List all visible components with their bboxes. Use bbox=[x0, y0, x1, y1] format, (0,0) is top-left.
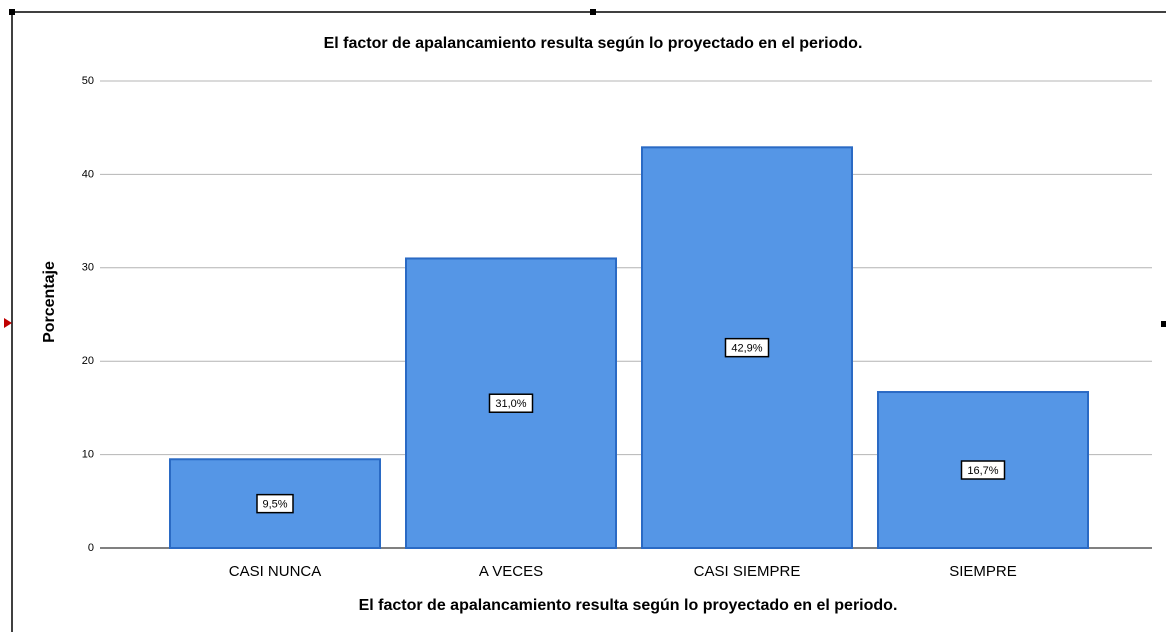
x-axis-title: El factor de apalancamiento resulta segú… bbox=[359, 597, 898, 614]
frame-handle bbox=[1161, 321, 1166, 327]
value-label-box bbox=[256, 493, 294, 514]
value-label: 9,5% bbox=[262, 499, 287, 511]
y-tick-label: 10 bbox=[82, 449, 94, 461]
value-label: 42,9% bbox=[731, 343, 762, 355]
chart-title: El factor de apalancamiento resulta segú… bbox=[324, 35, 863, 52]
y-tick-label: 40 bbox=[82, 168, 94, 180]
x-tick-label: CASI NUNCA bbox=[229, 563, 322, 580]
value-label-box bbox=[724, 337, 770, 358]
x-tick-label: A VECES bbox=[479, 563, 543, 580]
value-label-box bbox=[488, 393, 534, 413]
frame-handle bbox=[590, 9, 596, 15]
value-label: 16,7% bbox=[967, 465, 998, 477]
value-label-box bbox=[960, 460, 1006, 480]
y-axis-title: Porcentaje bbox=[41, 261, 58, 343]
frame-marker bbox=[4, 318, 12, 328]
x-tick-label: CASI SIEMPRE bbox=[694, 563, 801, 580]
y-tick-label: 20 bbox=[82, 355, 94, 367]
y-tick-label: 30 bbox=[82, 262, 94, 274]
x-tick-label: SIEMPRE bbox=[949, 563, 1017, 580]
value-label: 31,0% bbox=[495, 398, 526, 410]
y-tick-label: 0 bbox=[88, 542, 94, 554]
bar bbox=[169, 458, 381, 549]
frame-handle bbox=[9, 9, 15, 15]
y-tick-label: 50 bbox=[82, 75, 94, 87]
